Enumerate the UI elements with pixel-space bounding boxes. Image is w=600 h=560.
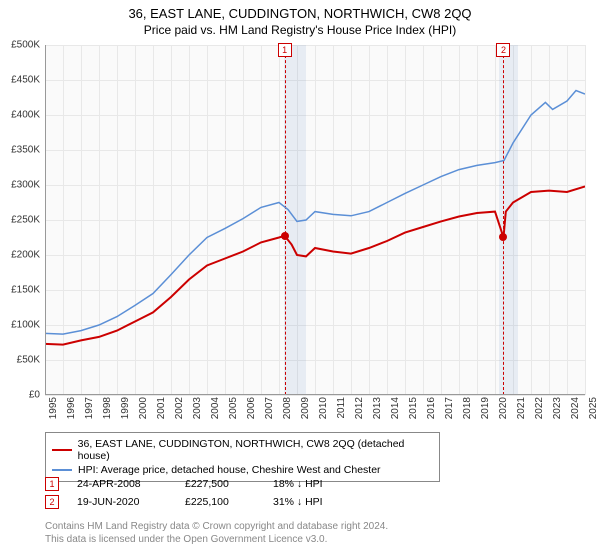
- x-tick-label: 2006: [246, 397, 257, 419]
- sale-point: [281, 232, 289, 240]
- sales-price-2: £225,100: [185, 496, 255, 508]
- x-tick-label: 2024: [570, 397, 581, 419]
- x-tick-label: 2010: [318, 397, 329, 419]
- y-tick-label: £200K: [0, 250, 40, 261]
- x-tick-label: 2005: [228, 397, 239, 419]
- chart-area: 12 £0£50K£100K£150K£200K£250K£300K£350K£…: [45, 45, 585, 395]
- gridline-h: [45, 395, 585, 396]
- footer: Contains HM Land Registry data © Crown c…: [45, 520, 388, 546]
- x-tick-label: 2018: [462, 397, 473, 419]
- x-tick-label: 2015: [408, 397, 419, 419]
- x-tick-label: 2001: [156, 397, 167, 419]
- series-lines: [45, 45, 585, 395]
- footer-line-2: This data is licensed under the Open Gov…: [45, 533, 388, 546]
- x-tick-label: 2016: [426, 397, 437, 419]
- x-tick-label: 2025: [588, 397, 599, 419]
- x-tick-label: 2021: [516, 397, 527, 419]
- legend-swatch-property: [52, 449, 72, 451]
- y-tick-label: £100K: [0, 320, 40, 331]
- x-tick-label: 2012: [354, 397, 365, 419]
- x-tick-label: 2002: [174, 397, 185, 419]
- x-tick-label: 2019: [480, 397, 491, 419]
- x-tick-label: 2007: [264, 397, 275, 419]
- y-tick-label: £0: [0, 390, 40, 401]
- legend-label-property: 36, EAST LANE, CUDDINGTON, NORTHWICH, CW…: [78, 438, 433, 462]
- x-tick-label: 2023: [552, 397, 563, 419]
- sales-marker-2: 2: [45, 495, 59, 509]
- x-tick-label: 1997: [84, 397, 95, 419]
- series-line-property: [45, 186, 585, 344]
- sales-table: 1 24-APR-2008 £227,500 18% ↓ HPI 2 19-JU…: [45, 475, 353, 511]
- x-axis-line: [45, 394, 585, 395]
- x-tick-label: 2009: [300, 397, 311, 419]
- sales-date-2: 19-JUN-2020: [77, 496, 167, 508]
- x-tick-label: 2008: [282, 397, 293, 419]
- x-tick-label: 2014: [390, 397, 401, 419]
- x-tick-label: 2011: [336, 397, 347, 419]
- sales-price-1: £227,500: [185, 478, 255, 490]
- y-tick-label: £250K: [0, 215, 40, 226]
- y-axis-line: [45, 45, 46, 395]
- y-tick-label: £450K: [0, 75, 40, 86]
- footer-line-1: Contains HM Land Registry data © Crown c…: [45, 520, 388, 533]
- chart-subtitle: Price paid vs. HM Land Registry's House …: [0, 21, 600, 37]
- y-tick-label: £300K: [0, 180, 40, 191]
- series-line-hpi: [45, 91, 585, 335]
- x-tick-label: 2017: [444, 397, 455, 419]
- y-tick-label: £500K: [0, 40, 40, 51]
- x-tick-label: 2013: [372, 397, 383, 419]
- sales-diff-1: 18% ↓ HPI: [273, 478, 353, 490]
- chart-title: 36, EAST LANE, CUDDINGTON, NORTHWICH, CW…: [0, 0, 600, 21]
- x-tick-label: 1998: [102, 397, 113, 419]
- y-tick-label: £350K: [0, 145, 40, 156]
- x-tick-label: 1999: [120, 397, 131, 419]
- x-tick-label: 1996: [66, 397, 77, 419]
- sales-date-1: 24-APR-2008: [77, 478, 167, 490]
- chart-container: 36, EAST LANE, CUDDINGTON, NORTHWICH, CW…: [0, 0, 600, 560]
- x-tick-label: 2022: [534, 397, 545, 419]
- legend-swatch-hpi: [52, 469, 72, 471]
- gridline-v: [585, 45, 586, 395]
- x-tick-label: 2004: [210, 397, 221, 419]
- x-tick-label: 2020: [498, 397, 509, 419]
- y-tick-label: £150K: [0, 285, 40, 296]
- x-tick-label: 2003: [192, 397, 203, 419]
- x-tick-label: 1995: [48, 397, 59, 419]
- sales-row-2: 2 19-JUN-2020 £225,100 31% ↓ HPI: [45, 493, 353, 511]
- x-tick-label: 2000: [138, 397, 149, 419]
- sale-point: [499, 233, 507, 241]
- sales-diff-2: 31% ↓ HPI: [273, 496, 353, 508]
- y-tick-label: £50K: [0, 355, 40, 366]
- y-tick-label: £400K: [0, 110, 40, 121]
- sales-marker-1: 1: [45, 477, 59, 491]
- sales-row-1: 1 24-APR-2008 £227,500 18% ↓ HPI: [45, 475, 353, 493]
- legend-row-property: 36, EAST LANE, CUDDINGTON, NORTHWICH, CW…: [52, 437, 433, 463]
